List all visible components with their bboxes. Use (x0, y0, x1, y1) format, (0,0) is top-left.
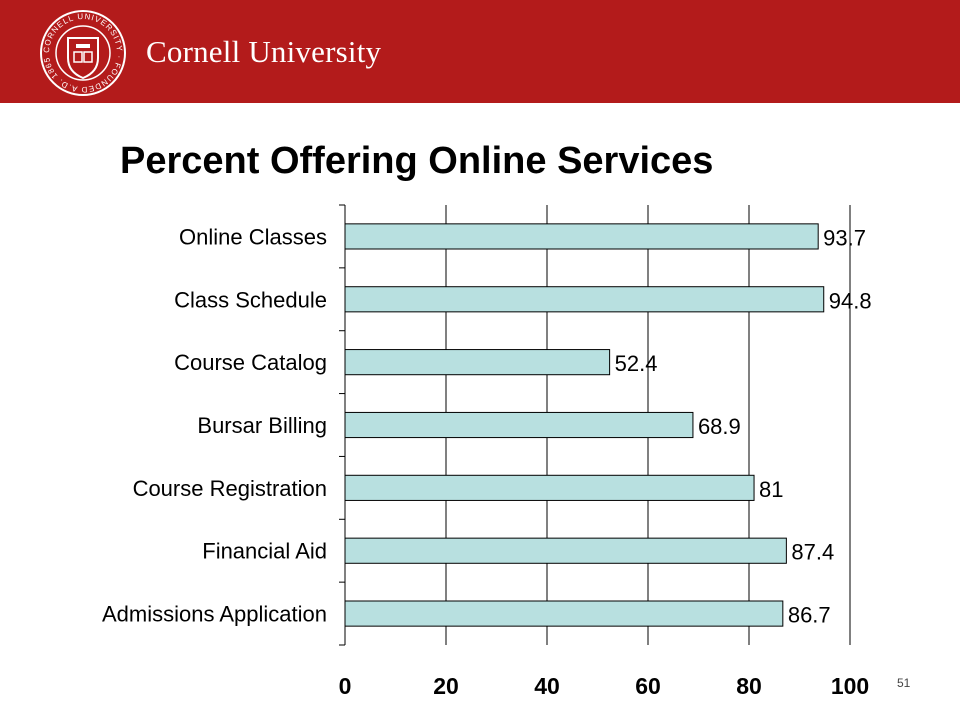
bar-chart: Online Classes 93.7 Class Schedule 94.8 Cour… (102, 204, 872, 699)
data-label: 94.8 (829, 288, 872, 313)
data-label: 52.4 (615, 351, 658, 376)
data-label: 93.7 (823, 225, 866, 250)
category-label: Financial Aid (202, 539, 327, 564)
data-label: 81 (759, 477, 783, 502)
header-banner: CORNELL UNIVERSITY · FOUNDED A.D. 1865 C… (0, 0, 960, 103)
data-label: 68.9 (698, 414, 741, 439)
category-label: Course Catalog (174, 350, 327, 375)
bar (344, 286, 825, 313)
bar (344, 474, 755, 501)
category-label: Bursar Billing (197, 413, 327, 438)
data-label: 87.4 (791, 540, 834, 565)
x-tick-label: 40 (534, 673, 560, 699)
x-tick-label: 60 (635, 673, 661, 699)
x-tick-label: 20 (433, 673, 459, 699)
category-label: Admissions Application (102, 602, 327, 627)
x-tick-label: 0 (339, 673, 352, 699)
bar (344, 600, 784, 627)
slide-title: Percent Offering Online Services (120, 140, 714, 182)
data-label: 86.7 (788, 603, 831, 628)
x-tick-label: 80 (736, 673, 762, 699)
category-label: Online Classes (179, 224, 327, 249)
bar (344, 223, 819, 250)
category-label: Class Schedule (174, 287, 327, 312)
slide-number: 51 (897, 676, 911, 690)
bar (344, 349, 611, 376)
cornell-seal-icon: CORNELL UNIVERSITY · FOUNDED A.D. 1865 (40, 10, 126, 96)
category-label: Course Registration (133, 476, 327, 501)
svg-text:CORNELL UNIVERSITY · FOUNDED A: CORNELL UNIVERSITY · FOUNDED A.D. 1865 (42, 12, 124, 94)
x-tick-label: 100 (831, 673, 869, 699)
bar (344, 537, 787, 564)
bar (344, 411, 694, 439)
brand-name: Cornell University (146, 34, 382, 69)
